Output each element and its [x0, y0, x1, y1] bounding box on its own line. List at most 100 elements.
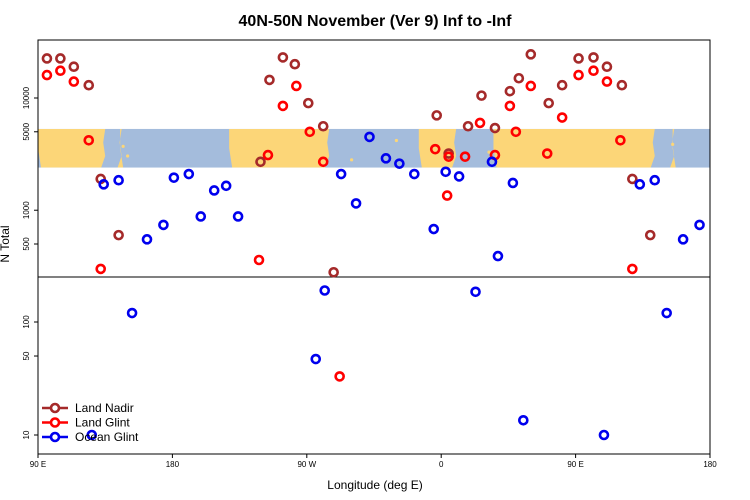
island — [499, 160, 503, 164]
land-glint-point — [588, 65, 599, 77]
land-nadir-point — [489, 122, 501, 134]
legend-marker — [49, 402, 61, 414]
land-nadir-point — [277, 52, 289, 63]
ocean-glint-point — [598, 429, 610, 441]
chart-title: 40N-50N November (Ver 9) Inf to -Inf — [239, 13, 513, 30]
ocean-glint-point — [492, 250, 504, 262]
legend-label: Ocean Glint — [75, 430, 139, 444]
ocean-glint-point — [440, 166, 451, 178]
land-glint-point — [334, 371, 345, 382]
ocean-glint-point — [158, 219, 169, 231]
land-nadir-point — [302, 97, 314, 109]
land-nadir-point — [41, 53, 53, 64]
y-tick-label: 50 — [22, 351, 31, 360]
y-axis-top: 500 1000 5000 10000 — [22, 86, 38, 251]
ocean-glint-point — [470, 286, 481, 298]
data-points — [41, 49, 705, 441]
ocean-glint-point — [518, 414, 529, 426]
land-glint-point — [262, 149, 274, 161]
land-nadir-point — [525, 49, 537, 60]
x-tick-label: 90 W — [297, 460, 316, 469]
ocean-glint-point — [335, 168, 347, 180]
land-shapes — [38, 128, 676, 168]
land-nadir-point — [504, 85, 516, 97]
land-glint-point — [615, 134, 626, 146]
y-tick-label: 100 — [22, 315, 31, 329]
land-nadir-point — [255, 156, 266, 168]
legend-marker — [49, 417, 61, 428]
land-nadir-point — [616, 79, 628, 91]
land-glint-point — [253, 254, 265, 266]
y-axis-bottom: 10 50 100 — [22, 315, 38, 439]
x-axis: 90 E 180 90 W 0 90 E 180 — [30, 454, 717, 469]
ocean-glint-point — [428, 223, 440, 235]
ocean-glint-point — [453, 171, 465, 182]
y-tick-label: 5000 — [22, 122, 31, 140]
ocean-glint-point — [195, 211, 207, 222]
land-nadir-point — [476, 90, 487, 101]
land-nadir-point — [83, 79, 95, 91]
ocean-glint-point — [486, 156, 498, 168]
ocean-glint-point — [694, 219, 705, 231]
ocean-glint-point — [319, 285, 331, 296]
land-nadir-point — [55, 53, 66, 64]
island — [487, 150, 491, 154]
land-nadir-point — [644, 229, 656, 241]
ocean-glint-point — [350, 198, 362, 209]
land-glint-point — [291, 80, 302, 92]
ocean-glint-point — [86, 429, 98, 441]
land-nadir-point — [627, 173, 638, 185]
land-nadir-point — [513, 72, 525, 84]
x-tick-label: 180 — [166, 460, 180, 469]
land-glint-point — [317, 156, 329, 168]
ocean-glint-point — [649, 174, 661, 186]
y-tick-label: 1000 — [22, 201, 31, 219]
island — [350, 158, 354, 162]
x-tick-label: 0 — [439, 460, 444, 469]
legend-label: Land Nadir — [75, 401, 134, 415]
island — [245, 135, 249, 139]
land-nadir-point — [601, 61, 613, 73]
island — [394, 138, 398, 143]
land-glint-point — [443, 151, 454, 162]
land-glint-point — [510, 126, 522, 138]
ocean-glint-point — [113, 174, 124, 186]
land-glint-point — [68, 76, 80, 87]
x-tick-label: 180 — [703, 460, 717, 469]
x-tick-label: 90 E — [30, 460, 46, 469]
land-nadir-point — [264, 74, 275, 86]
land-nadir-point — [573, 53, 584, 64]
land-glint-point — [627, 263, 638, 275]
land-glint-point — [304, 126, 316, 138]
legend-label: Land Glint — [75, 416, 130, 430]
y-tick-label: 10000 — [22, 86, 31, 109]
land-nadir-point — [113, 229, 124, 241]
land-nadir-point — [317, 120, 329, 132]
ocean-glint-point — [232, 211, 244, 222]
y-tick-label: 10 — [22, 430, 31, 439]
ocean-glint-point — [183, 168, 195, 180]
land-glint-point — [601, 76, 613, 87]
y-axis-label: N Total — [0, 225, 12, 262]
land-glint-point — [55, 65, 66, 77]
legend-marker — [49, 431, 61, 443]
land-mass — [670, 128, 676, 168]
ocean-glint-point — [220, 180, 232, 192]
land-glint-point — [429, 143, 441, 155]
ocean-glint-point — [661, 307, 672, 319]
land-nadir-point — [543, 97, 555, 109]
ocean-glint-point — [126, 307, 138, 319]
land-mass — [229, 128, 330, 168]
ocean-glint-point — [168, 172, 180, 183]
island — [126, 154, 130, 158]
ocean-glint-point — [394, 158, 405, 169]
bottom-panel-frame — [37, 276, 711, 455]
ocean-glint-point — [364, 131, 375, 143]
island — [671, 142, 675, 146]
ocean-glint-point — [310, 353, 322, 365]
land-glint-point — [556, 112, 568, 123]
land-nadir-point — [328, 266, 339, 278]
ocean-glint-point — [208, 185, 220, 196]
